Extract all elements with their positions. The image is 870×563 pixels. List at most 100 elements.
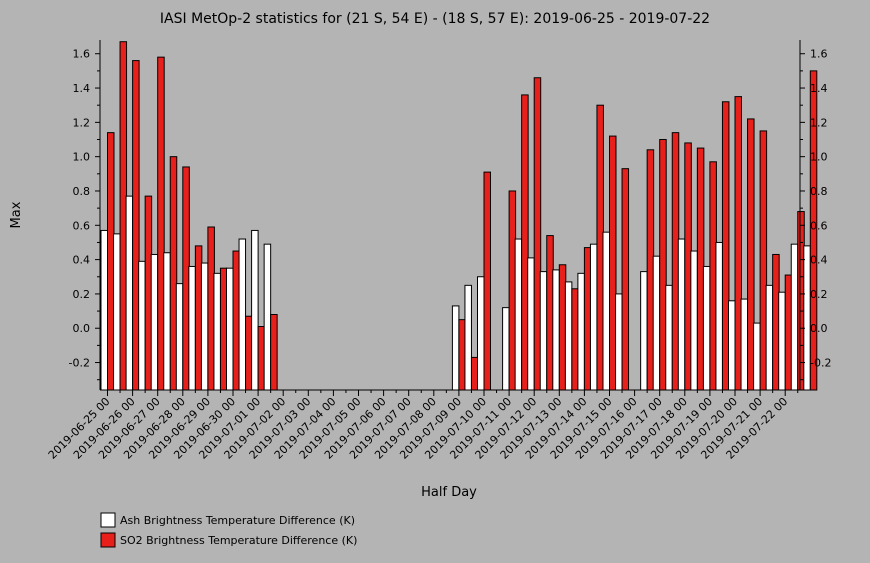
so2-bar (621, 168, 630, 391)
so2-bar (257, 326, 266, 391)
y-tick-label-left: -0.2 (69, 357, 90, 370)
y-tick-label-left: 0.4 (73, 254, 91, 267)
y-tick-label-right: 0.4 (810, 254, 828, 267)
ash-bar (514, 238, 523, 391)
so2-bar (521, 94, 529, 391)
ash-bar (765, 284, 774, 391)
ash-bar (138, 260, 146, 391)
x-axis-title: Half Day (421, 485, 477, 500)
so2-bar (696, 147, 705, 391)
y-axis-title: Max (9, 201, 24, 228)
ash-bar (589, 243, 598, 391)
ash-bar (539, 271, 548, 391)
ash-bar (226, 267, 234, 391)
ash-bar (778, 291, 786, 391)
so2-bar (684, 142, 692, 391)
so2-bar (194, 245, 203, 391)
ash-bar (652, 255, 661, 391)
so2-bar (609, 135, 617, 391)
so2-bar (232, 250, 240, 391)
so2-bar (169, 156, 178, 391)
y-tick-label-left: 1.4 (73, 82, 91, 95)
ash-bar (690, 250, 698, 391)
y-tick-label-right: 0.0 (810, 322, 828, 335)
ash-bar (552, 269, 560, 391)
so2-bar (646, 149, 655, 391)
ash-bar (464, 284, 472, 391)
so2-bar (558, 264, 567, 391)
y-tick-label-right: 1.4 (810, 82, 828, 95)
so2-bar (157, 56, 165, 391)
legend-label: Ash Brightness Temperature Difference (K… (120, 514, 355, 527)
so2-bar (671, 132, 680, 391)
ash-bar (477, 276, 485, 391)
ash-bar (728, 300, 736, 391)
so2-bar (583, 247, 592, 391)
y-tick-label-left: 1.6 (73, 48, 91, 61)
y-tick-label-right: 0.6 (810, 219, 828, 232)
ash-bar (251, 229, 259, 391)
ash-bar (665, 284, 673, 391)
so2-bar (483, 171, 491, 391)
so2-bar (458, 319, 466, 391)
legend-swatch (100, 532, 116, 548)
y-tick-label-left: 0.6 (73, 219, 91, 232)
ash-bar (615, 293, 623, 391)
y-tick-label-right: 1.2 (810, 116, 828, 129)
ash-bar (502, 307, 510, 391)
y-tick-label-left: 0.2 (73, 288, 91, 301)
so2-bar (571, 288, 579, 391)
y-tick-label-right: 1.0 (810, 151, 828, 164)
bars-layer (100, 41, 818, 391)
so2-bar (784, 274, 793, 391)
so2-bar (245, 315, 253, 391)
so2-bar (470, 356, 479, 391)
ash-bar (790, 243, 799, 391)
legend-label: SO2 Brightness Temperature Difference (K… (120, 534, 357, 547)
so2-bar (107, 132, 115, 391)
so2-bar (119, 41, 128, 391)
so2-bar (772, 253, 780, 391)
so2-bar (759, 130, 768, 391)
y-tick-label-left: 0.8 (73, 185, 91, 198)
y-tick-label-left: 1.0 (73, 151, 91, 164)
so2-bar (659, 139, 667, 391)
y-tick-label-right: 1.6 (810, 48, 828, 61)
ash-bar (564, 281, 573, 391)
ash-bar (640, 271, 648, 391)
ash-bar (150, 253, 159, 391)
so2-bar (533, 77, 542, 391)
so2-bar (132, 60, 140, 391)
ash-bar (100, 229, 108, 391)
y-tick-label-right: -0.2 (810, 357, 831, 370)
so2-bar (721, 101, 730, 391)
ash-bar (527, 257, 535, 391)
so2-bar (270, 314, 278, 391)
ash-bar (753, 322, 761, 391)
ash-bar (125, 195, 134, 391)
ash-bar (238, 238, 247, 391)
so2-bar (709, 161, 717, 391)
ash-bar (263, 243, 272, 391)
ash-bar (715, 241, 723, 391)
ash-bar (163, 252, 171, 391)
so2-bar (546, 235, 554, 391)
ash-bar (113, 233, 121, 391)
so2-bar (747, 118, 755, 391)
so2-bar (734, 96, 742, 391)
so2-bar (144, 195, 153, 391)
ash-bar (200, 262, 209, 391)
legend: Ash Brightness Temperature Difference (K… (100, 512, 357, 548)
y-tick-label-right: 0.8 (810, 185, 828, 198)
axes-layer: -0.2 -0.2 0.0 0.0 0.2 0.2 0.4 0.4 0.6 0.6 0.8 0.8 1.… (46, 40, 831, 462)
so2-bar (182, 166, 190, 391)
so2-bar (809, 70, 818, 391)
ash-bar (577, 272, 585, 391)
ash-bar (740, 298, 749, 391)
so2-bar (797, 211, 805, 391)
y-tick-label-left: 0.0 (73, 322, 91, 335)
ash-bar (677, 238, 686, 391)
chart-title: IASI MetOp-2 statistics for (21 S, 54 E)… (160, 11, 710, 27)
ash-bar (188, 265, 196, 391)
